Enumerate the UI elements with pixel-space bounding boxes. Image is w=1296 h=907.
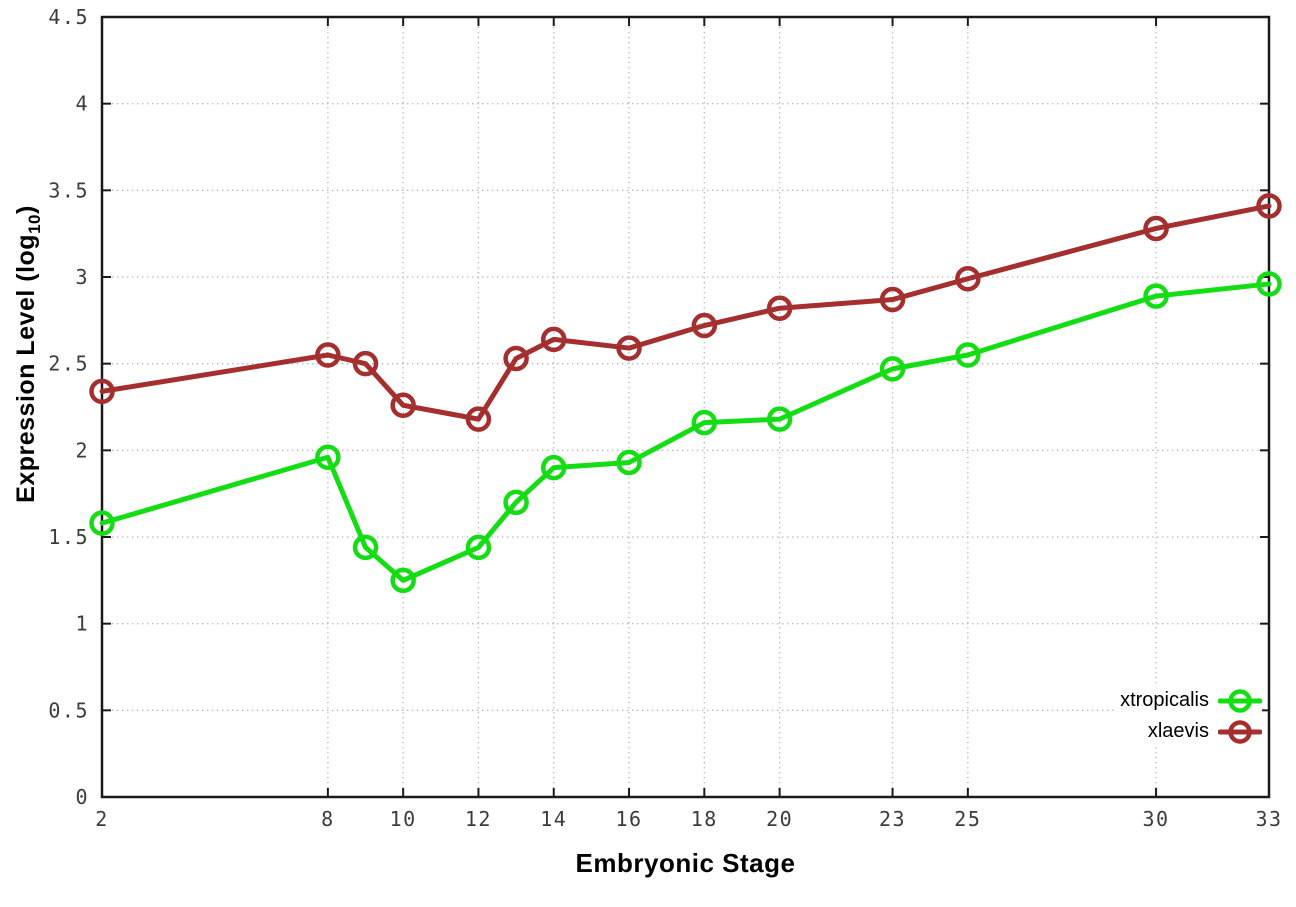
y-axis-title: Expression Level (log10) xyxy=(8,94,44,614)
data-point-marker xyxy=(1256,271,1282,297)
data-point-marker xyxy=(691,312,718,339)
grid-lines xyxy=(102,17,1269,797)
y-tick-label: 4 xyxy=(75,92,89,116)
series-xlaevis xyxy=(89,193,1282,432)
x-tick-label: 18 xyxy=(691,807,718,831)
data-point-marker xyxy=(879,286,906,313)
x-tick-label: 25 xyxy=(954,807,981,831)
tick-labels: 2 8 10 12 14 16 18 20 23 25 30 33 0 0.5 1 1.5 2 2.5 3 3.5 4 4… xyxy=(48,5,1282,831)
x-tick-label: 2 xyxy=(95,807,109,831)
y-axis-title-subscript: 10 xyxy=(25,214,44,234)
x-tick-label: 8 xyxy=(321,807,335,831)
axes xyxy=(100,15,1271,799)
y-tick-label: 3 xyxy=(75,265,89,289)
data-point-marker xyxy=(390,567,416,594)
data-point-marker xyxy=(1256,193,1282,219)
series-line xyxy=(99,281,1272,583)
series-xtropicalis xyxy=(89,271,1282,594)
data-point-marker xyxy=(352,350,379,377)
data-point-marker xyxy=(89,378,115,405)
legend-label: xtropicalis xyxy=(1120,689,1209,711)
y-axis-title-text: Expression Level (log xyxy=(12,233,40,503)
y-tick-label: 2 xyxy=(75,438,89,462)
x-tick-label: 30 xyxy=(1143,807,1170,831)
data-point-marker xyxy=(540,326,567,353)
data-point-marker xyxy=(879,356,906,382)
data-point-marker xyxy=(315,444,341,471)
legend-point-sample xyxy=(1228,719,1252,744)
data-point-marker xyxy=(315,342,341,368)
legend-item-xtropicalis: xtropicalis xyxy=(1120,685,1262,716)
data-point-marker xyxy=(766,406,793,432)
data-point-marker xyxy=(465,534,492,561)
data-point-marker xyxy=(955,265,981,292)
y-tick-label: 4.5 xyxy=(48,5,89,29)
y-tick-label: 3.5 xyxy=(48,178,89,202)
x-tick-label: 33 xyxy=(1255,807,1282,831)
data-point-marker xyxy=(390,392,416,419)
plot-border xyxy=(100,15,1271,799)
x-tick-label: 10 xyxy=(390,807,417,831)
data-point-marker xyxy=(616,449,642,476)
legend-marker-icon xyxy=(1218,719,1262,744)
y-axis-title-suffix: ) xyxy=(12,205,40,214)
data-point-marker xyxy=(503,345,529,372)
data-point-marker xyxy=(691,409,718,436)
data-point-marker xyxy=(955,342,981,368)
y-tick-label: 0 xyxy=(75,785,89,809)
x-tick-label: 20 xyxy=(766,807,793,831)
data-point-marker xyxy=(352,534,379,561)
data-point-marker xyxy=(503,489,529,516)
legend: xtropicalis xlaevis xyxy=(1114,685,1262,747)
data-point-marker xyxy=(766,295,793,321)
x-tick-label: 14 xyxy=(540,807,567,831)
data-point-marker xyxy=(465,406,492,432)
x-tick-label: 23 xyxy=(879,807,906,831)
y-tick-label: 0.5 xyxy=(48,698,89,722)
x-tick-label: 12 xyxy=(465,807,492,831)
series-line xyxy=(99,203,1272,422)
data-point-marker xyxy=(1143,283,1169,309)
data-point-marker xyxy=(1143,215,1169,242)
legend-marker-icon xyxy=(1218,688,1262,713)
legend-label: xlaevis xyxy=(1147,720,1209,742)
data-point-marker xyxy=(540,454,567,481)
y-tick-label: 1 xyxy=(75,612,89,636)
y-tick-label: 1.5 xyxy=(48,525,89,549)
y-tick-label: 2.5 xyxy=(48,352,89,376)
data-point-marker xyxy=(89,510,115,536)
x-tick-label: 16 xyxy=(615,807,642,831)
x-axis-title: Embryonic Stage xyxy=(575,848,796,878)
data-point-marker xyxy=(616,335,642,361)
legend-item-xlaevis: xlaevis xyxy=(1120,716,1262,747)
legend-point-sample xyxy=(1228,688,1252,713)
